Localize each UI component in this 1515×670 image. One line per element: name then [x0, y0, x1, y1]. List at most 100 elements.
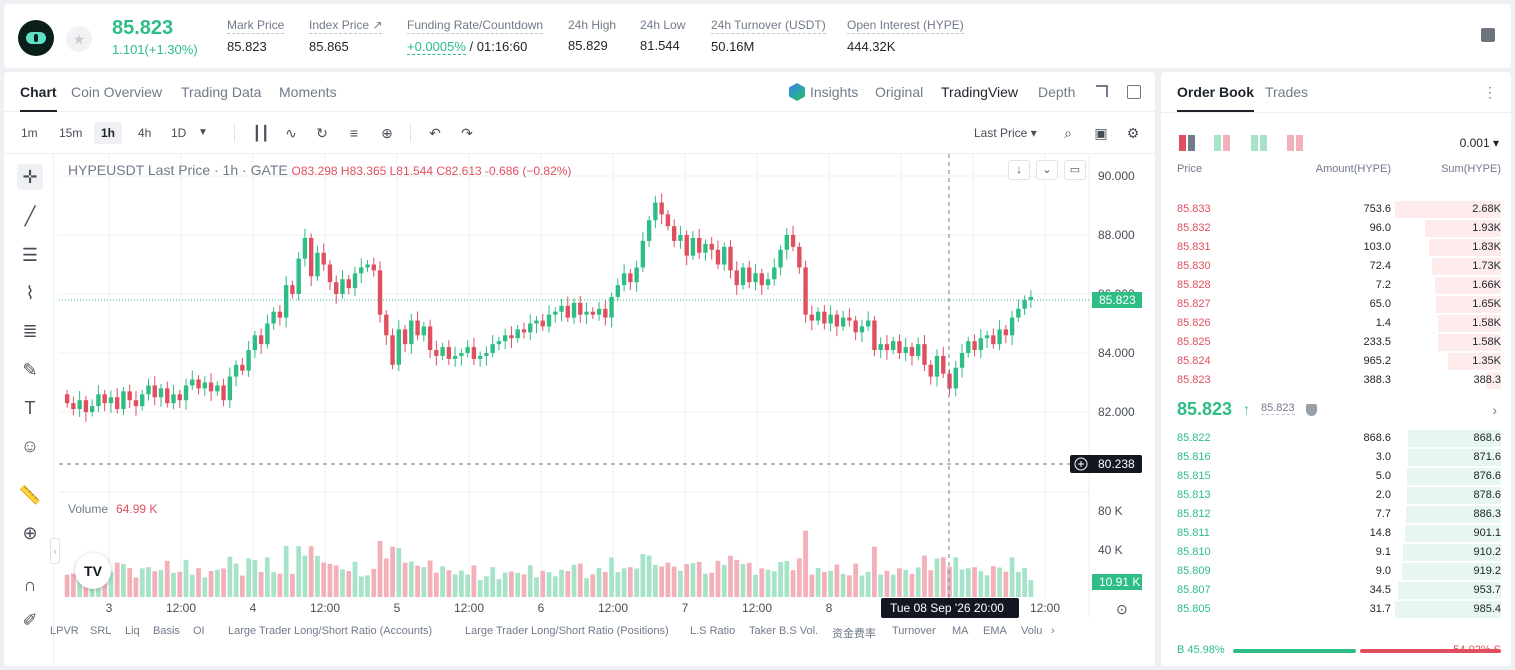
bid-row[interactable]: 85.816 3.0 871.6 — [1161, 448, 1511, 467]
more-menu-icon[interactable]: ⋮ — [1483, 84, 1497, 100]
tab-order-book[interactable]: Order Book — [1177, 84, 1255, 112]
timeframe-4h[interactable]: 4h — [138, 126, 152, 140]
timeframe-dropdown-icon[interactable]: ▼ — [198, 127, 208, 138]
emoji-icon[interactable]: ☺ — [20, 436, 40, 456]
view-both-icon[interactable] — [1179, 135, 1195, 151]
view-tradingview[interactable]: TradingView — [941, 84, 1019, 100]
bid-row[interactable]: 85.813 2.0 878.6 — [1161, 486, 1511, 505]
volume-bar — [653, 564, 658, 597]
indicator-tab[interactable]: Basis — [153, 625, 180, 637]
view-bids-icon[interactable] — [1214, 135, 1230, 151]
timeframe-15m[interactable]: 15m — [59, 126, 83, 140]
stat-mark-price[interactable]: Mark Price 85.823 — [227, 18, 285, 54]
indicators-icon[interactable]: ∿ — [285, 125, 297, 141]
tab-chart[interactable]: Chart — [20, 84, 57, 112]
settings-gear-icon[interactable]: ⚙ — [1126, 125, 1140, 141]
candle-body — [966, 341, 971, 353]
candles-icon[interactable]: ┃┃ — [252, 125, 270, 141]
magnet-icon[interactable]: ∩ — [23, 575, 37, 595]
tab-trading-data[interactable]: Trading Data — [181, 84, 262, 100]
volume-bar — [552, 576, 558, 597]
redo-icon[interactable]: ↷ — [461, 125, 473, 141]
ask-row[interactable]: 85.825 233.5 1.58K — [1161, 333, 1511, 352]
pencil-icon[interactable]: ✐ — [22, 610, 38, 630]
ask-row[interactable]: 85.830 72.4 1.73K — [1161, 257, 1511, 276]
price-type-select[interactable]: Last Price ▾ — [974, 126, 1037, 140]
scroll-down-button[interactable]: ↓ — [1008, 160, 1030, 180]
scroll-right-icon[interactable]: › — [1051, 625, 1055, 637]
templates-icon[interactable]: ≡ — [349, 125, 359, 141]
bid-row[interactable]: 85.822 868.6 868.6 — [1161, 429, 1511, 448]
zoom-in-icon[interactable]: ⊕ — [22, 523, 38, 543]
view-asks-icon[interactable] — [1251, 135, 1267, 151]
crosshair-icon[interactable]: ✛ — [17, 164, 43, 190]
camera-icon[interactable]: ▣ — [1094, 125, 1108, 141]
stat-open-interest[interactable]: Open Interest (HYPE) 444.32K — [847, 18, 964, 54]
indicator-tab[interactable]: L.S Ratio — [690, 625, 736, 637]
ruler-icon[interactable]: 📏 — [18, 485, 42, 505]
horizontal-lines-icon[interactable]: ☰ — [21, 245, 39, 265]
timeframe-1m[interactable]: 1m — [21, 126, 38, 140]
trendline-icon[interactable]: ╱ — [24, 206, 36, 226]
ask-row[interactable]: 85.831 103.0 1.83K — [1161, 238, 1511, 257]
indicator-tab[interactable]: Turnover — [892, 625, 936, 637]
view-depth-icon[interactable] — [1287, 135, 1303, 151]
brush-icon[interactable]: ✎ — [22, 360, 38, 380]
indicator-tab[interactable]: Liq — [125, 625, 140, 637]
tab-coin-overview[interactable]: Coin Overview — [71, 84, 163, 100]
maximize-pane-button[interactable]: ▭ — [1064, 160, 1086, 180]
guide-book-icon[interactable] — [1481, 28, 1495, 42]
bid-row[interactable]: 85.809 9.0 919.2 — [1161, 562, 1511, 581]
stat-24h-turnover[interactable]: 24h Turnover (USDT) 50.16M — [711, 18, 826, 54]
indicator-tab[interactable]: EMA — [983, 625, 1007, 637]
tab-trades[interactable]: Trades — [1265, 84, 1309, 100]
bid-row[interactable]: 85.812 7.7 886.3 — [1161, 505, 1511, 524]
candle-body — [459, 353, 464, 356]
window-icon[interactable] — [1127, 85, 1141, 99]
bid-row[interactable]: 85.810 9.1 910.2 — [1161, 543, 1511, 562]
tradingview-logo[interactable]: TV — [75, 553, 111, 589]
favorite-star-icon[interactable]: ★ — [66, 26, 92, 52]
indicator-tab[interactable]: Large Trader Long/Short Ratio (Positions… — [465, 625, 669, 637]
precision-select[interactable]: 0.001 ▾ — [1459, 136, 1499, 150]
collapse-button[interactable]: ⌄ — [1036, 160, 1058, 180]
ask-row[interactable]: 85.832 96.0 1.93K — [1161, 219, 1511, 238]
search-icon[interactable]: ⌕ — [1064, 125, 1072, 141]
bid-row[interactable]: 85.805 31.7 985.4 — [1161, 600, 1511, 619]
ask-row[interactable]: 85.824 965.2 1.35K — [1161, 352, 1511, 371]
tab-moments[interactable]: Moments — [279, 84, 337, 100]
ask-row[interactable]: 85.833 753.6 2.68K — [1161, 200, 1511, 219]
timeframe-1h[interactable]: 1h — [94, 122, 123, 144]
bid-row[interactable]: 85.815 5.0 876.6 — [1161, 467, 1511, 486]
volume-bar — [515, 572, 521, 597]
indicator-tab[interactable]: OI — [193, 625, 205, 637]
ask-row[interactable]: 85.823 388.3 388.3 — [1161, 371, 1511, 390]
ask-row[interactable]: 85.827 65.0 1.65K — [1161, 295, 1511, 314]
text-tool-icon[interactable]: T — [24, 398, 36, 418]
stat-index-price[interactable]: Index Price ↗ 85.865 — [309, 18, 383, 54]
undo-icon[interactable]: ↶ — [429, 125, 441, 141]
view-insights[interactable]: Insights — [810, 84, 859, 100]
indicator-tab[interactable]: 资金费率 — [832, 628, 876, 640]
view-original[interactable]: Original — [875, 84, 924, 100]
indicator-tab[interactable]: SRL — [90, 625, 112, 637]
indicator-tab[interactable]: Large Trader Long/Short Ratio (Accounts) — [228, 625, 433, 637]
indicator-tab[interactable]: Volu — [1021, 625, 1043, 637]
pattern-icon[interactable]: ⌇ — [25, 283, 35, 303]
view-depth[interactable]: Depth — [1038, 84, 1076, 100]
collapse-toolbar-button[interactable]: ‹ — [50, 538, 60, 564]
ask-row[interactable]: 85.828 7.2 1.66K — [1161, 276, 1511, 295]
indicator-tab[interactable]: MA — [952, 625, 969, 637]
indicator-tab[interactable]: LPVR — [50, 625, 79, 637]
replay-icon[interactable]: ↻ — [316, 125, 328, 141]
ask-row[interactable]: 85.826 1.4 1.58K — [1161, 314, 1511, 333]
add-indicator-icon[interactable]: ⊕ — [381, 125, 393, 141]
timeframe-1d[interactable]: 1D — [171, 126, 187, 140]
fullscreen-icon[interactable] — [1096, 85, 1108, 97]
indicator-tab[interactable]: Taker B.S Vol. — [749, 625, 819, 637]
stat-funding-rate[interactable]: Funding Rate/Countdown +0.0005% / 01:16:6… — [407, 18, 544, 55]
bid-row[interactable]: 85.807 34.5 953.7 — [1161, 581, 1511, 600]
fib-icon[interactable]: ≣ — [22, 321, 38, 341]
chevron-right-icon[interactable]: › — [1492, 402, 1497, 418]
bid-row[interactable]: 85.811 14.8 901.1 — [1161, 524, 1511, 543]
